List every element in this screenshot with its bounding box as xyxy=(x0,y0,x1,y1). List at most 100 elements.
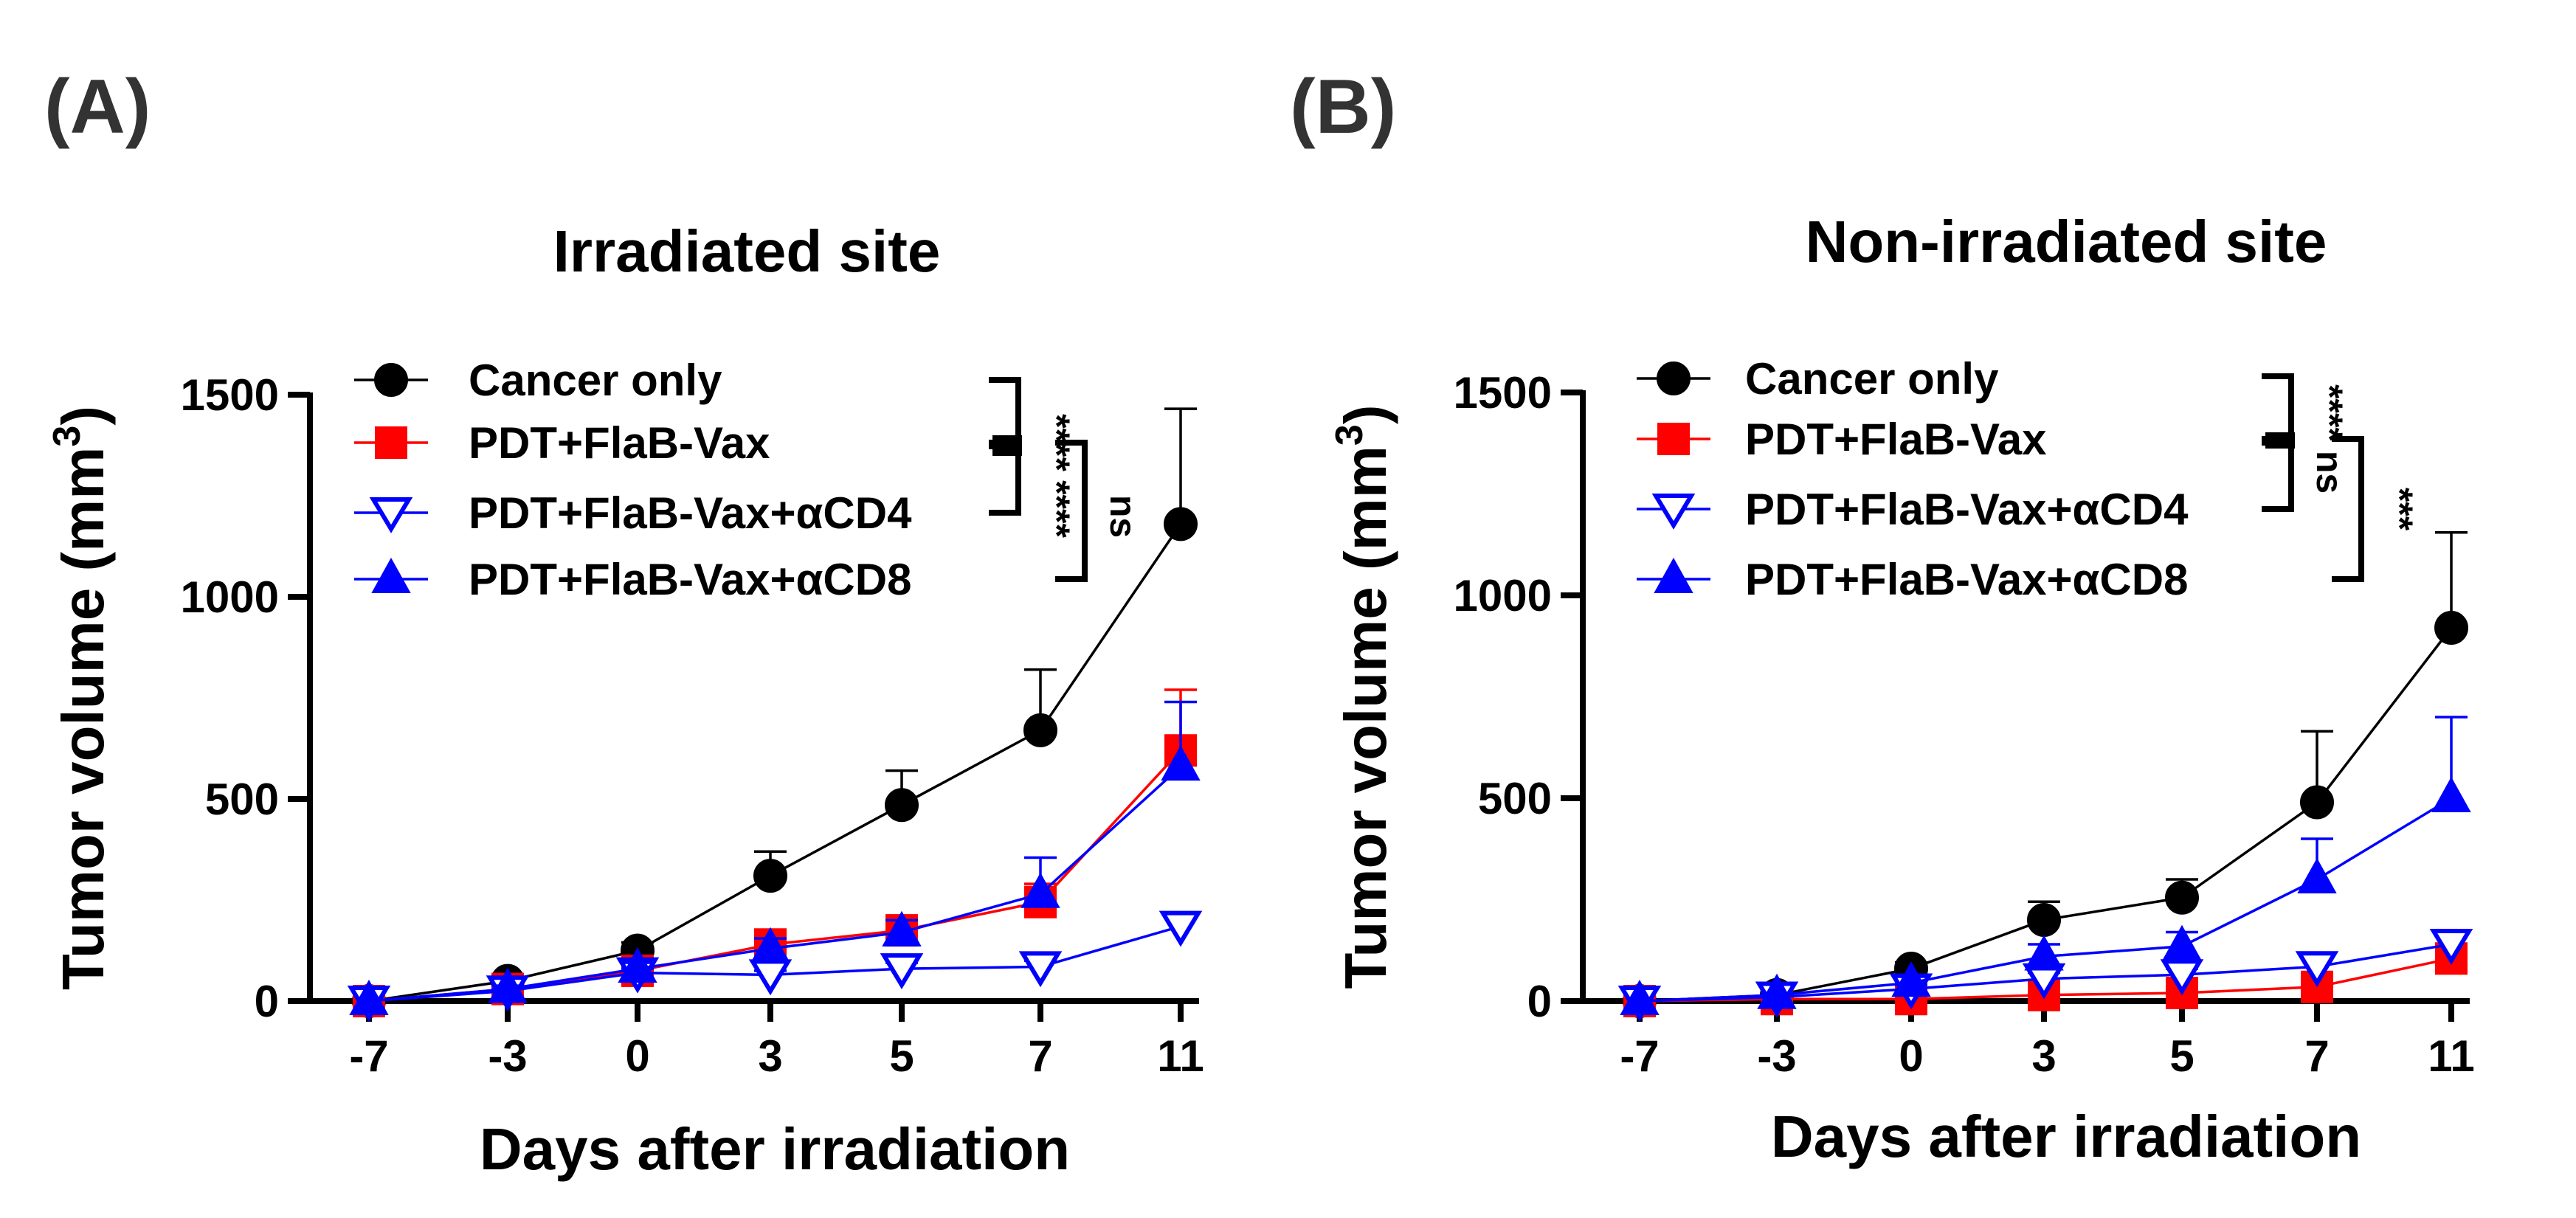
legend-item: PDT+FlaB-Vax xyxy=(1637,415,2047,464)
panel-label-a: (A) xyxy=(44,64,151,150)
significance-bracket xyxy=(2262,440,2294,512)
x-tick-label: 11 xyxy=(1157,1031,1204,1081)
data-point xyxy=(2431,776,2471,812)
x-tick-label: -7 xyxy=(1620,1031,1659,1081)
legend-label: PDT+FlaB-Vax xyxy=(469,418,770,468)
data-point xyxy=(349,979,389,1015)
x-tick-label: 5 xyxy=(2169,1031,2194,1081)
x-tick-label: -7 xyxy=(349,1031,388,1081)
data-point xyxy=(1021,872,1060,908)
significance-label: ns xyxy=(2309,451,2350,494)
data-point xyxy=(2024,935,2064,971)
significance-bracket xyxy=(1055,440,1088,582)
x-tick-label: 3 xyxy=(2031,1031,2056,1081)
legend-label: PDT+FlaB-Vax xyxy=(1745,415,2047,464)
data-point xyxy=(2300,785,2334,820)
data-point xyxy=(1757,973,1797,1009)
data-point xyxy=(618,947,657,983)
y-tick-label: 0 xyxy=(255,977,279,1026)
data-point xyxy=(2434,611,2468,645)
legend-label: PDT+FlaB-Vax+αCD4 xyxy=(1745,485,2189,534)
data-point xyxy=(750,927,790,963)
y-axis-label-superscript: 3 xyxy=(46,426,89,447)
data-point xyxy=(2027,903,2061,937)
y-axis-label-close: ) xyxy=(1333,405,1398,425)
chart-title: Irradiated site xyxy=(553,218,941,284)
data-point xyxy=(753,859,787,893)
legend-item: Cancer only xyxy=(354,356,722,405)
series-3 xyxy=(1620,716,2471,1015)
legend-label: PDT+FlaB-Vax+αCD8 xyxy=(469,555,911,604)
y-axis-label-main: Tumor volume (mm xyxy=(1333,446,1398,989)
significance-bracket xyxy=(2332,436,2364,582)
data-point xyxy=(1158,910,1203,947)
legend-marker xyxy=(369,497,413,533)
legend-label: Cancer only xyxy=(1745,354,1999,404)
chart-irradiated-site: Irradiated site 0 500 1000 1500 -7 -3 0 3 5 7 11 Day… xyxy=(46,218,1204,1182)
legend-marker xyxy=(375,426,407,459)
y-axis-label-main: Tumor volume (mm xyxy=(50,447,116,990)
significance-bracket xyxy=(989,377,1021,446)
legend-marker xyxy=(1657,423,1690,455)
series-3 xyxy=(349,700,1201,1015)
legend-label: PDT+FlaB-Vax+αCD4 xyxy=(469,488,912,538)
x-tick-label: 0 xyxy=(1899,1031,1923,1081)
x-tick-label: 7 xyxy=(2304,1031,2329,1081)
legend-item: PDT+FlaB-Vax xyxy=(354,418,770,468)
data-point xyxy=(882,910,922,947)
y-axis-label-superscript: 3 xyxy=(1328,424,1371,446)
chart-non-irradiated-site: Non-irradiated site 0 500 1000 1500 -7 -3 0 3 5 7 1… xyxy=(1328,209,2475,1169)
data-point xyxy=(1164,507,1198,541)
y-tick-label: 0 xyxy=(1527,977,1552,1026)
legend-label: Cancer only xyxy=(469,356,722,405)
legend-item: Cancer only xyxy=(1637,354,1999,404)
data-point xyxy=(1023,713,1057,747)
y-tick-label: 1500 xyxy=(181,370,279,420)
legend-item: PDT+FlaB-Vax+αCD8 xyxy=(1637,555,2188,604)
significance-label: ns xyxy=(1102,495,1144,538)
y-axis-label: Tumor volume (mm3) xyxy=(46,406,116,990)
y-tick-label: 1000 xyxy=(1454,571,1552,620)
data-point xyxy=(2297,857,2337,893)
data-point xyxy=(1018,951,1063,988)
chart-title: Non-irradiated site xyxy=(1806,209,2327,274)
x-tick-label: -3 xyxy=(1757,1031,1796,1081)
y-tick-label: 500 xyxy=(1478,774,1552,823)
x-tick-label: 0 xyxy=(625,1031,649,1081)
legend-marker xyxy=(1657,361,1691,395)
data-point xyxy=(1891,961,1931,997)
data-point xyxy=(2162,924,2202,961)
significance-label: **** xyxy=(2309,384,2350,442)
legend-label: PDT+FlaB-Vax+αCD8 xyxy=(1745,555,2188,604)
legend-item: PDT+FlaB-Vax+αCD4 xyxy=(1637,485,2189,534)
significance-label: **** xyxy=(1036,480,1077,538)
data-point xyxy=(748,959,793,996)
x-tick-label: 5 xyxy=(889,1031,914,1081)
data-point xyxy=(2160,959,2204,996)
legend-marker xyxy=(1651,494,1696,530)
x-tick-label: 11 xyxy=(2428,1031,2474,1081)
y-axis-label-close: ) xyxy=(50,406,116,426)
data-point xyxy=(2295,951,2339,988)
legend-item: PDT+FlaB-Vax+αCD8 xyxy=(354,555,911,604)
legend-marker xyxy=(374,363,408,397)
significance-bracket-joint xyxy=(992,435,1022,456)
data-point xyxy=(880,953,924,989)
data-point xyxy=(885,788,919,823)
x-axis-label: Days after irradiation xyxy=(480,1116,1070,1182)
y-tick-label: 500 xyxy=(205,775,279,824)
significance-bracket-joint xyxy=(2265,432,2295,449)
data-point xyxy=(2165,880,2199,915)
data-point xyxy=(1620,979,1660,1015)
legend-marker xyxy=(1654,557,1693,593)
significance-bracket xyxy=(2262,373,2294,442)
data-point xyxy=(488,967,528,1003)
significance-label: *** xyxy=(2379,488,2420,531)
panel-label-b: (B) xyxy=(1290,64,1396,150)
y-axis-label: Tumor volume (mm3) xyxy=(1328,405,1398,989)
x-tick-label: 7 xyxy=(1028,1031,1052,1081)
x-axis-label: Days after irradiation xyxy=(1771,1104,2361,1169)
data-point xyxy=(1161,745,1201,781)
y-tick-label: 1000 xyxy=(181,572,279,622)
